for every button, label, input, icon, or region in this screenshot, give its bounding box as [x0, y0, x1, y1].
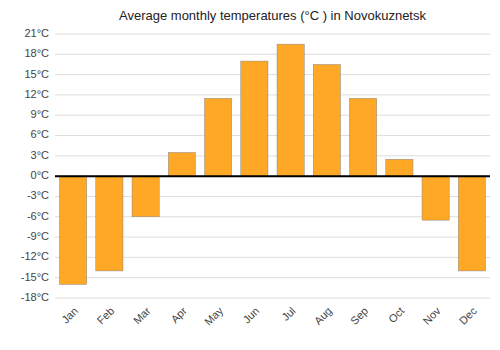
- y-tick-label: -18°C: [21, 291, 49, 303]
- y-tick-label: -12°C: [21, 250, 49, 262]
- grid-line: [55, 135, 490, 136]
- x-tick-label: Jan: [59, 305, 80, 326]
- y-tick-label: -6°C: [27, 210, 49, 222]
- bar: [350, 98, 377, 176]
- bar: [277, 44, 304, 176]
- y-tick-label: 18°C: [24, 47, 49, 59]
- grid-line: [55, 277, 490, 278]
- y-tick-label: -15°C: [21, 271, 49, 283]
- x-tick-label: Dec: [457, 304, 480, 327]
- bars: [60, 44, 486, 284]
- chart: -18°C -15°C -12°C -9°C -6°C -3°C 0°C 3°C 6°C 9°C 1…: [0, 0, 500, 350]
- x-tick-label: May: [202, 304, 226, 328]
- x-tick-label: Mar: [131, 304, 153, 326]
- y-tick-label: 12°C: [24, 88, 49, 100]
- x-tick-label: Nov: [420, 304, 443, 327]
- y-tick-label: 0°C: [31, 169, 50, 181]
- x-tick-label: Jun: [240, 305, 261, 326]
- x-tick-label: Oct: [386, 305, 407, 326]
- bar: [386, 159, 413, 176]
- grid-line: [55, 115, 490, 116]
- title: Average monthly temperatures (°C ) in No…: [119, 8, 426, 23]
- bar: [422, 176, 449, 220]
- grid-line: [55, 54, 490, 55]
- y-tick-label: 6°C: [31, 128, 50, 140]
- bar: [458, 176, 485, 271]
- grid-line: [55, 94, 490, 95]
- y-tick-label: -3°C: [27, 189, 49, 201]
- zero-line: [55, 175, 490, 177]
- bar: [241, 61, 268, 176]
- grid-line: [55, 155, 490, 156]
- x-tick-label: Jul: [279, 305, 297, 323]
- bar: [132, 176, 159, 217]
- x-tick-label: Apr: [168, 304, 189, 325]
- x-tick-label: Feb: [95, 305, 117, 327]
- bar: [60, 176, 87, 284]
- grid-line: [55, 34, 490, 35]
- bar: [313, 64, 340, 176]
- bar: [205, 98, 232, 176]
- bar: [96, 176, 123, 271]
- x-axis: Jan Feb Mar Apr May Jun Jul Aug Sep Oct Nov Dec: [59, 304, 479, 328]
- y-tick-label: -9°C: [27, 230, 49, 242]
- x-tick-label: Sep: [348, 305, 370, 327]
- x-tick-label: Aug: [312, 305, 334, 327]
- y-tick-label: 21°C: [24, 27, 49, 39]
- grid-line: [55, 176, 490, 177]
- y-axis: -18°C -15°C -12°C -9°C -6°C -3°C 0°C 3°C 6°C 9°C 1…: [21, 27, 49, 303]
- grid: [55, 34, 490, 298]
- bar: [168, 152, 195, 176]
- y-tick-label: 15°C: [24, 68, 49, 80]
- y-tick-label: 9°C: [31, 108, 50, 120]
- grid-line: [55, 74, 490, 75]
- grid-line: [55, 298, 490, 299]
- y-tick-label: 3°C: [31, 149, 50, 161]
